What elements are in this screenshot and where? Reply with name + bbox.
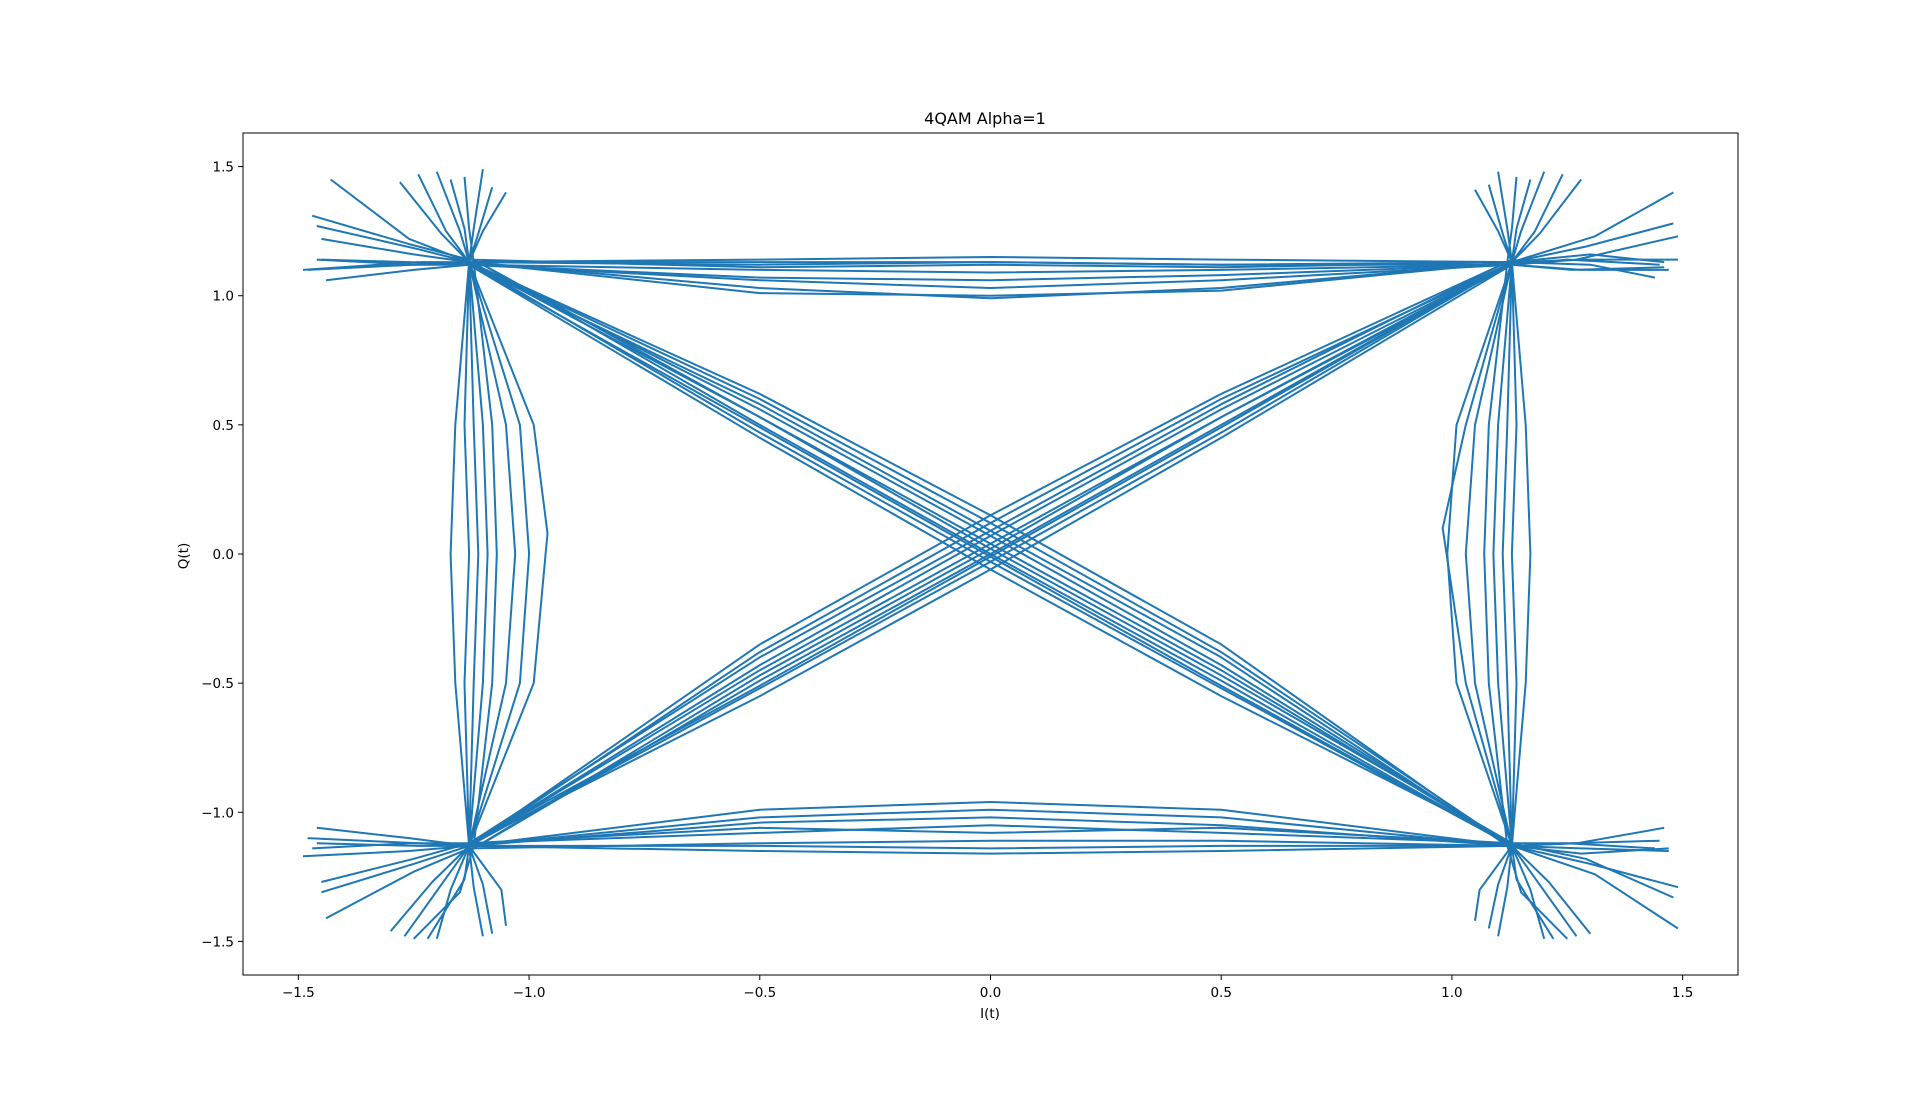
trajectory-line-49 (468, 258, 1513, 845)
x-tick-label: −0.5 (743, 985, 776, 1001)
trajectory-line-21 (468, 191, 549, 937)
y-tick-label: −1.5 (201, 934, 234, 950)
y-tick-label: 1.0 (213, 289, 234, 305)
x-tick-label: 1.5 (1672, 985, 1693, 1001)
x-tick-label: 0.5 (1210, 985, 1231, 1001)
y-tick-label: 0.0 (213, 547, 234, 563)
trajectory-line-6 (316, 258, 1665, 282)
trajectory-line-23 (435, 171, 507, 927)
chart-title: 4QAM Alpha=1 (924, 109, 1046, 128)
trajectory-line-26 (1510, 173, 1564, 940)
trajectory-line-31 (1474, 171, 1546, 921)
trajectory-line-33 (1492, 179, 1578, 937)
trajectory-line-50 (464, 263, 1513, 847)
y-axis-label: Q(t) (176, 543, 192, 569)
x-axis: −1.5 −1.0 −0.5 0.0 0.5 1.0 1.5 (282, 975, 1693, 1001)
trajectory-line-32 (1446, 184, 1555, 940)
trajectory-line-46 (464, 258, 1518, 850)
trajectory-line-17 (321, 826, 1655, 883)
trajectory-line-5 (311, 214, 1656, 279)
trajectory-line-47 (468, 261, 1513, 847)
x-tick-label: −1.0 (513, 985, 546, 1001)
trajectory-line-51 (473, 261, 1517, 850)
trajectory-line-29 (1441, 189, 1513, 937)
series-layer (302, 169, 1679, 940)
x-tick-label: −1.5 (282, 985, 315, 1001)
plot-area (242, 132, 1739, 976)
trajectory-line-3 (316, 222, 1674, 300)
trajectory-line-9 (321, 237, 1678, 297)
trajectory-line-15 (316, 842, 1679, 930)
trajectory-line-24 (426, 186, 531, 940)
trajectory-line-28 (1510, 178, 1592, 935)
trajectory-line-16 (302, 816, 1669, 858)
y-axis: −1.5 −1.0 −0.5 0.0 0.5 1.0 1.5 (201, 160, 243, 950)
trajectory-line-19 (468, 169, 517, 934)
x-axis-label: I(t) (980, 1006, 1000, 1022)
trajectory-line-18 (417, 173, 471, 940)
y-tick-label: −1.0 (201, 805, 234, 821)
trajectory-line-52 (468, 261, 1508, 847)
trajectory-line-20 (389, 181, 471, 932)
trajectory-line-45 (473, 263, 1508, 845)
trajectory-line-13 (312, 824, 1674, 899)
x-tick-label: 1.0 (1441, 985, 1462, 1001)
x-tick-label: 0.0 (980, 985, 1001, 1001)
y-tick-label: 1.5 (213, 160, 234, 176)
trajectory-line-27 (1464, 171, 1513, 929)
trajectory-line-10 (316, 826, 1669, 855)
y-tick-label: −0.5 (201, 676, 234, 692)
trajectory-line-25 (403, 179, 489, 937)
y-tick-label: 0.5 (213, 418, 234, 434)
trajectory-line-53 (468, 261, 1513, 845)
